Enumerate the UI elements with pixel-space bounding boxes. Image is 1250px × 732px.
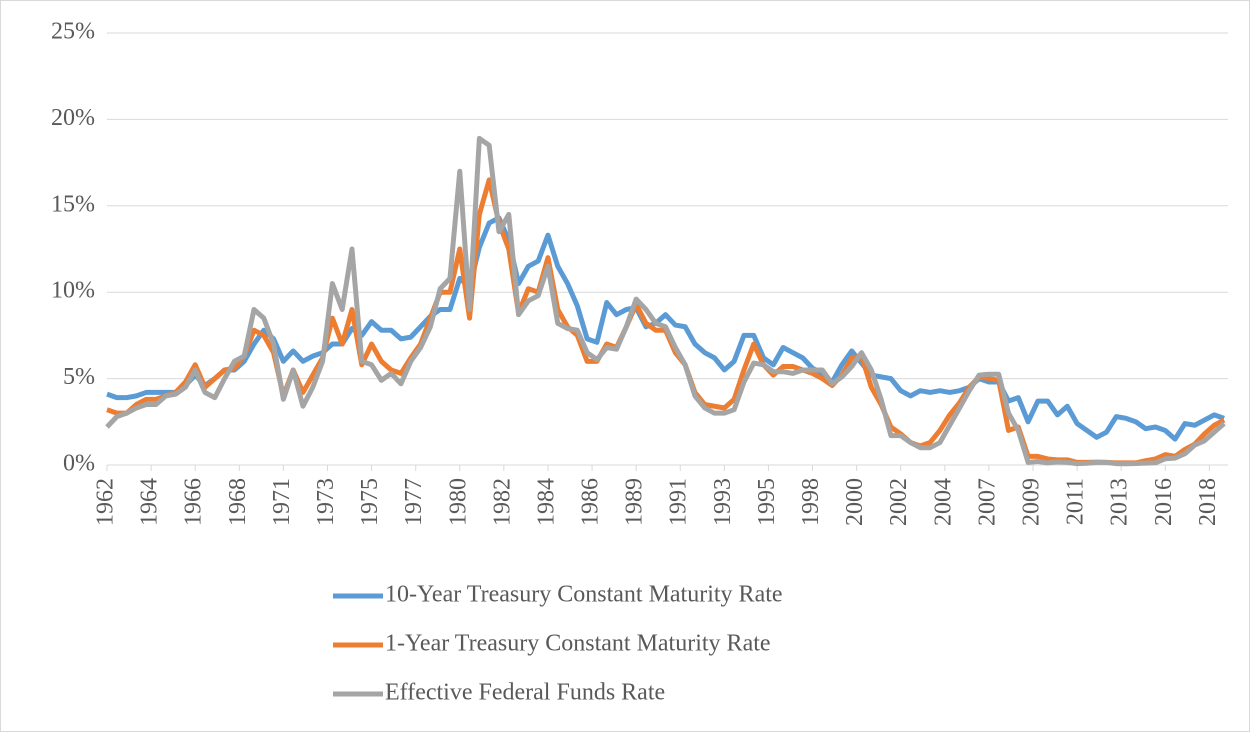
x-tick-label: 1993 <box>710 478 736 526</box>
x-tick-label: 1971 <box>269 478 295 526</box>
x-tick-label: 1989 <box>622 478 648 526</box>
legend-label: 1-Year Treasury Constant Maturity Rate <box>385 631 771 657</box>
x-tick-label: 2007 <box>974 478 1000 526</box>
y-tick-label: 5% <box>63 364 95 390</box>
x-tick-label: 1977 <box>401 478 427 526</box>
legend-label: 10-Year Treasury Constant Maturity Rate <box>385 582 783 608</box>
y-tick-label: 10% <box>51 278 95 304</box>
x-tick-label: 1995 <box>754 478 780 526</box>
legend-label: Effective Federal Funds Rate <box>385 680 665 706</box>
series-line <box>105 135 1226 467</box>
x-tick-label: 2009 <box>1019 478 1045 526</box>
series-line <box>106 215 1225 442</box>
x-tick-label: 2002 <box>886 478 912 526</box>
y-tick-label: 15% <box>51 191 95 217</box>
x-tick-label: 1973 <box>313 478 339 526</box>
x-tick-label: 1998 <box>798 478 824 526</box>
y-tick-label: 20% <box>51 105 95 131</box>
x-tick-label: 1984 <box>533 478 559 526</box>
y-tick-label: 25% <box>51 19 95 45</box>
x-tick-label: 2016 <box>1151 478 1177 526</box>
x-tick-label: 2018 <box>1195 478 1221 526</box>
y-tick-label: 0% <box>63 451 95 477</box>
x-tick-label: 1975 <box>357 478 383 526</box>
x-tick-label: 1991 <box>666 478 692 526</box>
x-tick-label: 1966 <box>181 478 207 526</box>
x-tick-label: 1986 <box>578 478 604 526</box>
x-tick-label: 2011 <box>1063 478 1089 525</box>
x-tick-label: 1962 <box>93 478 119 526</box>
x-tick-label: 2000 <box>842 478 868 526</box>
x-tick-label: 1968 <box>225 478 251 526</box>
x-tick-label: 2013 <box>1107 478 1133 526</box>
x-tick-label: 1980 <box>445 478 471 526</box>
x-tick-label: 2004 <box>930 478 956 526</box>
x-tick-label: 1964 <box>137 478 163 526</box>
x-tick-label: 1982 <box>489 478 515 526</box>
